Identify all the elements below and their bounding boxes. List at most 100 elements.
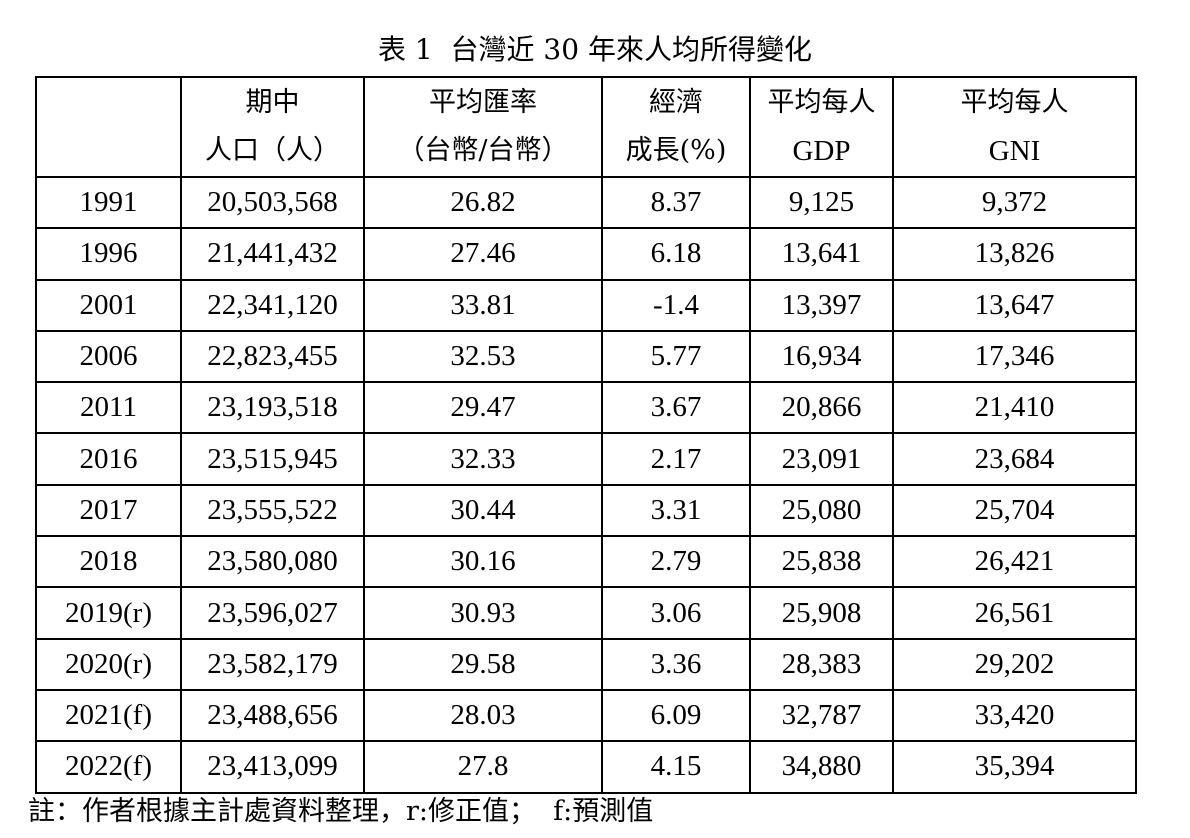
cell-year: 1996 bbox=[35, 227, 182, 281]
header-growth-line2: 成長(%) bbox=[625, 135, 727, 166]
header-gdp-line1: 平均每人 bbox=[767, 87, 876, 118]
cell-growth: 3.36 bbox=[601, 637, 751, 691]
table-row: 2011 23,193,518 29.47 3.67 20,866 21,410 bbox=[35, 381, 1137, 435]
header-exchange-rate-line2: （台幣/台幣） bbox=[397, 135, 569, 166]
cell-gdp: 9,125 bbox=[749, 175, 894, 230]
cell-population: 22,823,455 bbox=[180, 329, 365, 384]
table-row: 1991 20,503,568 26.82 8.37 9,125 9,372 bbox=[35, 175, 1137, 230]
cell-gdp: 23,091 bbox=[749, 432, 894, 486]
table-row: 2021(f) 23,488,656 28.03 6.09 32,787 33,… bbox=[35, 688, 1137, 743]
cell-year: 2021(f) bbox=[35, 688, 182, 743]
cell-year: 2022(f) bbox=[35, 740, 182, 794]
header-gni: 平均每人 GNI bbox=[892, 76, 1137, 178]
cell-gni: 17,346 bbox=[892, 329, 1137, 384]
cell-exchange-rate: 33.81 bbox=[363, 278, 603, 332]
cell-year: 2001 bbox=[35, 278, 182, 332]
cell-gdp: 32,787 bbox=[749, 688, 894, 743]
cell-year: 1991 bbox=[35, 175, 182, 230]
table-row: 2019(r) 23,596,027 30.93 3.06 25,908 26,… bbox=[35, 586, 1137, 640]
cell-year: 2018 bbox=[35, 535, 182, 589]
cell-growth: 8.37 bbox=[601, 175, 751, 230]
cell-gdp: 25,838 bbox=[749, 535, 894, 589]
header-population: 期中 人口（人） bbox=[180, 76, 365, 178]
cell-gdp: 20,866 bbox=[749, 381, 894, 435]
table-row: 1996 21,441,432 27.46 6.18 13,641 13,826 bbox=[35, 227, 1137, 281]
header-gni-line1: 平均每人 bbox=[960, 87, 1069, 118]
cell-population: 23,413,099 bbox=[180, 740, 365, 794]
cell-exchange-rate: 30.44 bbox=[363, 483, 603, 538]
cell-exchange-rate: 27.8 bbox=[363, 740, 603, 794]
cell-exchange-rate: 27.46 bbox=[363, 227, 603, 281]
cell-population: 23,555,522 bbox=[180, 483, 365, 538]
cell-growth: 6.18 bbox=[601, 227, 751, 281]
cell-exchange-rate: 30.16 bbox=[363, 535, 603, 589]
table-row: 2001 22,341,120 33.81 -1.4 13,397 13,647 bbox=[35, 278, 1137, 332]
header-growth-line1: 經濟 bbox=[649, 87, 703, 118]
cell-year: 2006 bbox=[35, 329, 182, 384]
header-row: 期中 人口（人） 平均匯率 （台幣/台幣） 經濟 成長(%) 平均每人 GDP … bbox=[35, 76, 1137, 178]
cell-growth: 6.09 bbox=[601, 688, 751, 743]
cell-growth: 2.79 bbox=[601, 535, 751, 589]
cell-growth: 5.77 bbox=[601, 329, 751, 384]
cell-population: 23,582,179 bbox=[180, 637, 365, 691]
header-growth: 經濟 成長(%) bbox=[601, 76, 751, 178]
cell-population: 22,341,120 bbox=[180, 278, 365, 332]
cell-population: 20,503,568 bbox=[180, 175, 365, 230]
table-row: 2016 23,515,945 32.33 2.17 23,091 23,684 bbox=[35, 432, 1137, 486]
cell-exchange-rate: 30.93 bbox=[363, 586, 603, 640]
cell-gni: 33,420 bbox=[892, 688, 1137, 743]
table-title: 表 1 台灣近 30 年來人均所得變化 bbox=[378, 33, 812, 66]
table-row: 2018 23,580,080 30.16 2.79 25,838 26,421 bbox=[35, 535, 1137, 589]
cell-population: 23,596,027 bbox=[180, 586, 365, 640]
cell-gdp: 13,641 bbox=[749, 227, 894, 281]
cell-exchange-rate: 26.82 bbox=[363, 175, 603, 230]
cell-gdp: 25,080 bbox=[749, 483, 894, 538]
header-gni-line2: GNI bbox=[988, 135, 1041, 167]
cell-gdp: 28,383 bbox=[749, 637, 894, 691]
table-row: 2006 22,823,455 32.53 5.77 16,934 17,346 bbox=[35, 329, 1137, 384]
header-gdp-line2: GDP bbox=[792, 135, 851, 167]
table-row: 2022(f) 23,413,099 27.8 4.15 34,880 35,3… bbox=[35, 740, 1137, 794]
cell-gni: 21,410 bbox=[892, 381, 1137, 435]
cell-gdp: 25,908 bbox=[749, 586, 894, 640]
cell-growth: 3.31 bbox=[601, 483, 751, 538]
cell-growth: 3.67 bbox=[601, 381, 751, 435]
cell-population: 23,515,945 bbox=[180, 432, 365, 486]
income-table: 期中 人口（人） 平均匯率 （台幣/台幣） 經濟 成長(%) 平均每人 GDP … bbox=[35, 76, 1137, 794]
cell-growth: 3.06 bbox=[601, 586, 751, 640]
header-exchange-rate: 平均匯率 （台幣/台幣） bbox=[363, 76, 603, 178]
header-exchange-rate-line1: 平均匯率 bbox=[429, 87, 537, 118]
cell-exchange-rate: 29.47 bbox=[363, 381, 603, 435]
cell-year: 2019(r) bbox=[35, 586, 182, 640]
cell-year: 2016 bbox=[35, 432, 182, 486]
cell-gni: 23,684 bbox=[892, 432, 1137, 486]
cell-population: 23,193,518 bbox=[180, 381, 365, 435]
cell-gdp: 16,934 bbox=[749, 329, 894, 384]
cell-growth: -1.4 bbox=[601, 278, 751, 332]
cell-exchange-rate: 32.53 bbox=[363, 329, 603, 384]
cell-growth: 4.15 bbox=[601, 740, 751, 794]
table-row: 2020(r) 23,582,179 29.58 3.36 28,383 29,… bbox=[35, 637, 1137, 691]
header-population-line1: 期中 bbox=[245, 87, 300, 118]
cell-gni: 35,394 bbox=[892, 740, 1137, 794]
cell-exchange-rate: 32.33 bbox=[363, 432, 603, 486]
table-note: 註：作者根據主計處資料整理，r:修正值； f:預測值 bbox=[28, 796, 654, 827]
cell-gni: 26,421 bbox=[892, 535, 1137, 589]
cell-gni: 25,704 bbox=[892, 483, 1137, 538]
cell-population: 23,580,080 bbox=[180, 535, 365, 589]
cell-growth: 2.17 bbox=[601, 432, 751, 486]
table-row: 2017 23,555,522 30.44 3.31 25,080 25,704 bbox=[35, 483, 1137, 538]
cell-population: 21,441,432 bbox=[180, 227, 365, 281]
cell-gni: 29,202 bbox=[892, 637, 1137, 691]
header-gdp: 平均每人 GDP bbox=[749, 76, 894, 178]
cell-gni: 13,826 bbox=[892, 227, 1137, 281]
cell-population: 23,488,656 bbox=[180, 688, 365, 743]
cell-gni: 26,561 bbox=[892, 586, 1137, 640]
cell-year: 2011 bbox=[35, 381, 182, 435]
cell-year: 2017 bbox=[35, 483, 182, 538]
cell-year: 2020(r) bbox=[35, 637, 182, 691]
header-year bbox=[35, 76, 182, 178]
cell-gni: 9,372 bbox=[892, 175, 1137, 230]
cell-gdp: 13,397 bbox=[749, 278, 894, 332]
cell-gdp: 34,880 bbox=[749, 740, 894, 794]
